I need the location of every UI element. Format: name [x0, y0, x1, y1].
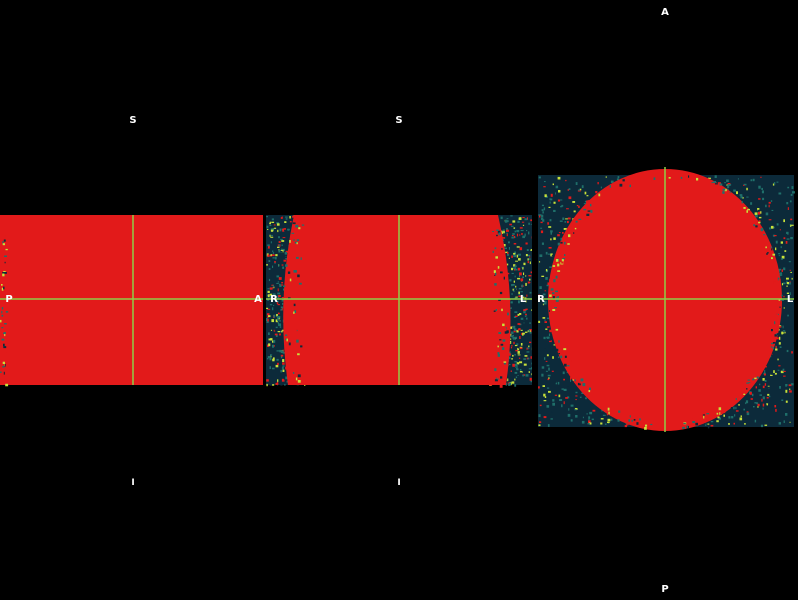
coronal-viewport[interactable]: S I R L	[266, 0, 532, 600]
sagittal-noise	[0, 235, 9, 387]
axial-viewport[interactable]: A P R L	[532, 0, 798, 600]
sagittal-image[interactable]	[0, 0, 266, 600]
axial-image[interactable]	[532, 0, 798, 600]
sagittal-viewport[interactable]: S I P A	[0, 0, 266, 600]
coronal-tissue	[283, 215, 511, 385]
axial-noise-edge	[542, 175, 790, 430]
sagittal-tissue	[0, 215, 263, 385]
coronal-noise-edge	[281, 218, 517, 384]
coronal-image[interactable]	[266, 0, 532, 600]
